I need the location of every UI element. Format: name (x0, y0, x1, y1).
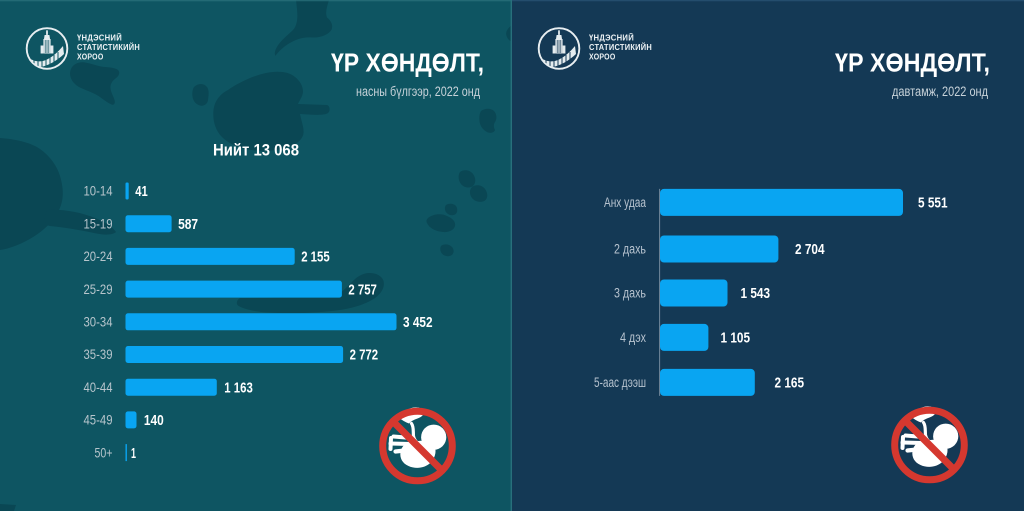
svg-text:насны бүлгээр, 2022 онд: насны бүлгээр, 2022 онд (356, 84, 480, 99)
svg-text:41: 41 (135, 183, 148, 200)
svg-text:1 163: 1 163 (224, 379, 253, 396)
svg-text:Анх удаа: Анх удаа (604, 195, 646, 210)
svg-text:20-24: 20-24 (84, 249, 113, 264)
svg-text:2 772: 2 772 (350, 347, 379, 364)
svg-text:1: 1 (131, 445, 136, 462)
svg-text:5 551: 5 551 (918, 195, 948, 212)
svg-text:3 дахь: 3 дахь (614, 286, 646, 301)
svg-text:3 452: 3 452 (403, 314, 433, 331)
svg-text:2 165: 2 165 (775, 375, 805, 392)
svg-text:1 105: 1 105 (721, 330, 751, 347)
svg-text:ҮР ХӨНДӨЛТ,: ҮР ХӨНДӨЛТ, (835, 50, 990, 78)
svg-text:30-34: 30-34 (84, 315, 113, 330)
svg-text:5-аас дээш: 5-аас дээш (594, 375, 646, 390)
svg-text:15-19: 15-19 (84, 216, 113, 231)
svg-text:2 757: 2 757 (348, 281, 377, 298)
svg-text:140: 140 (144, 412, 164, 429)
svg-text:45-49: 45-49 (84, 413, 113, 428)
svg-text:Нийт 13 068: Нийт 13 068 (213, 142, 299, 160)
svg-text:50+: 50+ (95, 445, 113, 460)
svg-text:40-44: 40-44 (84, 380, 113, 395)
svg-text:ҮР ХӨНДӨЛТ,: ҮР ХӨНДӨЛТ, (331, 50, 484, 78)
svg-text:2 704: 2 704 (795, 241, 825, 258)
svg-text:давтамж, 2022 онд: давтамж, 2022 онд (892, 84, 988, 99)
svg-text:4 дэх: 4 дэх (620, 330, 646, 345)
svg-text:587: 587 (178, 216, 198, 233)
svg-text:1 543: 1 543 (741, 285, 771, 302)
svg-text:2 дахь: 2 дахь (614, 242, 646, 257)
svg-text:35-39: 35-39 (84, 347, 113, 362)
svg-text:2 155: 2 155 (301, 249, 330, 266)
svg-text:25-29: 25-29 (84, 282, 113, 297)
svg-text:10-14: 10-14 (84, 184, 113, 199)
